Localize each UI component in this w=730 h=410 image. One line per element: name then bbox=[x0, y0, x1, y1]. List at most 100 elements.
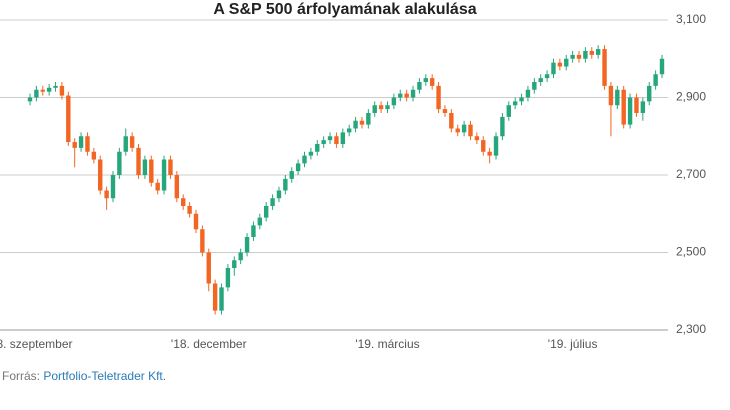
candle-body bbox=[232, 260, 237, 268]
candle-body bbox=[640, 101, 646, 113]
candle-body bbox=[468, 124, 473, 137]
candle-body bbox=[385, 105, 390, 110]
candle-body bbox=[149, 159, 154, 183]
candle-body bbox=[66, 95, 71, 143]
y-tick-label: 2,500 bbox=[676, 245, 706, 259]
candle-body bbox=[359, 120, 365, 125]
y-tick-label: 2,300 bbox=[676, 322, 706, 336]
candle-body bbox=[315, 144, 320, 152]
x-tick-label: '19. július bbox=[548, 337, 598, 351]
candle-body bbox=[40, 89, 45, 92]
source: Forrás: Portfolio-Teletrader Kft. bbox=[2, 369, 166, 383]
candle-body bbox=[295, 163, 301, 172]
candle-body bbox=[602, 49, 607, 86]
candle-body bbox=[244, 237, 250, 253]
candle-body bbox=[104, 190, 109, 199]
candle-body bbox=[85, 136, 90, 152]
candle-body bbox=[474, 136, 480, 141]
candle-body bbox=[627, 97, 633, 125]
candle-body bbox=[168, 159, 173, 175]
candle-body bbox=[538, 78, 543, 82]
candle-body bbox=[659, 58, 665, 75]
candle-body bbox=[212, 283, 218, 311]
candle-body bbox=[346, 128, 352, 133]
candle-body bbox=[225, 268, 231, 288]
y-tick-label: 2,900 bbox=[676, 90, 706, 104]
candle-body bbox=[589, 51, 594, 55]
candle-body bbox=[647, 85, 652, 102]
candle-body bbox=[525, 89, 531, 98]
candle-body bbox=[557, 62, 563, 67]
candle-body bbox=[276, 190, 282, 199]
candle-body bbox=[353, 120, 358, 129]
candle-body bbox=[487, 151, 492, 156]
candle-body bbox=[634, 97, 639, 113]
candle-body bbox=[123, 136, 128, 152]
candle-body bbox=[53, 85, 58, 88]
candle-body bbox=[551, 62, 556, 75]
candle-body bbox=[512, 101, 518, 106]
candle-body bbox=[576, 54, 582, 59]
candle-body bbox=[449, 113, 454, 129]
candle-body bbox=[78, 136, 84, 148]
candle-body bbox=[506, 105, 511, 117]
candle-body bbox=[46, 87, 52, 92]
candle-body bbox=[564, 58, 569, 67]
candle-body bbox=[398, 93, 403, 98]
source-link[interactable]: Portfolio-Teletrader Kft. bbox=[43, 369, 167, 383]
candle-body bbox=[238, 252, 243, 261]
chart: A S&P 500 árfolyamának alakulása 2,300 2,… bbox=[0, 1, 706, 351]
y-tick-label: 3,100 bbox=[676, 12, 706, 26]
candle-body bbox=[493, 136, 499, 156]
y-tick-label: 2,700 bbox=[676, 167, 706, 181]
candle-body bbox=[429, 78, 435, 86]
candle-body bbox=[583, 51, 588, 59]
candle-body bbox=[595, 49, 601, 55]
candle-body bbox=[200, 229, 205, 253]
candle-body bbox=[270, 198, 275, 206]
candle-body bbox=[117, 151, 122, 175]
candle-body bbox=[59, 85, 65, 96]
candle-body bbox=[98, 159, 103, 191]
candle-body bbox=[161, 159, 167, 191]
candle-body bbox=[417, 82, 422, 90]
candle-body bbox=[570, 54, 575, 59]
candle-body bbox=[653, 74, 658, 86]
candle-body bbox=[91, 151, 97, 160]
candle-body bbox=[391, 97, 397, 106]
candle-body bbox=[334, 136, 339, 144]
candle-body bbox=[155, 182, 160, 191]
candle-body bbox=[174, 175, 180, 199]
candle-body bbox=[410, 89, 416, 98]
candle-body bbox=[27, 97, 33, 102]
candle-body bbox=[283, 178, 288, 191]
candle-body bbox=[181, 198, 186, 206]
candle-body bbox=[481, 140, 486, 152]
candle-body bbox=[327, 136, 333, 141]
candle-body bbox=[461, 124, 467, 133]
candle-body bbox=[340, 132, 346, 144]
candle-body bbox=[372, 105, 377, 113]
candle-body bbox=[321, 140, 326, 144]
x-tick-label: '19. március bbox=[355, 337, 419, 351]
candle-body bbox=[110, 175, 116, 199]
candle-body bbox=[404, 93, 409, 98]
candle-body bbox=[621, 89, 626, 125]
candle-body bbox=[442, 109, 448, 113]
candle-body bbox=[302, 155, 307, 164]
candle-body bbox=[257, 217, 263, 226]
source-prefix: Forrás: bbox=[2, 369, 41, 383]
candle-body bbox=[366, 113, 371, 125]
candle-body bbox=[378, 105, 384, 110]
candle-body bbox=[519, 97, 524, 102]
candle-body bbox=[34, 89, 39, 98]
candle-body bbox=[129, 136, 135, 148]
chart-title: A S&P 500 árfolyamának alakulása bbox=[213, 1, 476, 18]
x-tick-label: '18. december bbox=[171, 337, 247, 351]
candle-body bbox=[264, 206, 269, 218]
candle-body bbox=[308, 151, 314, 156]
candle-body bbox=[532, 82, 537, 90]
candle-body bbox=[544, 74, 550, 79]
candle-body bbox=[608, 85, 614, 106]
